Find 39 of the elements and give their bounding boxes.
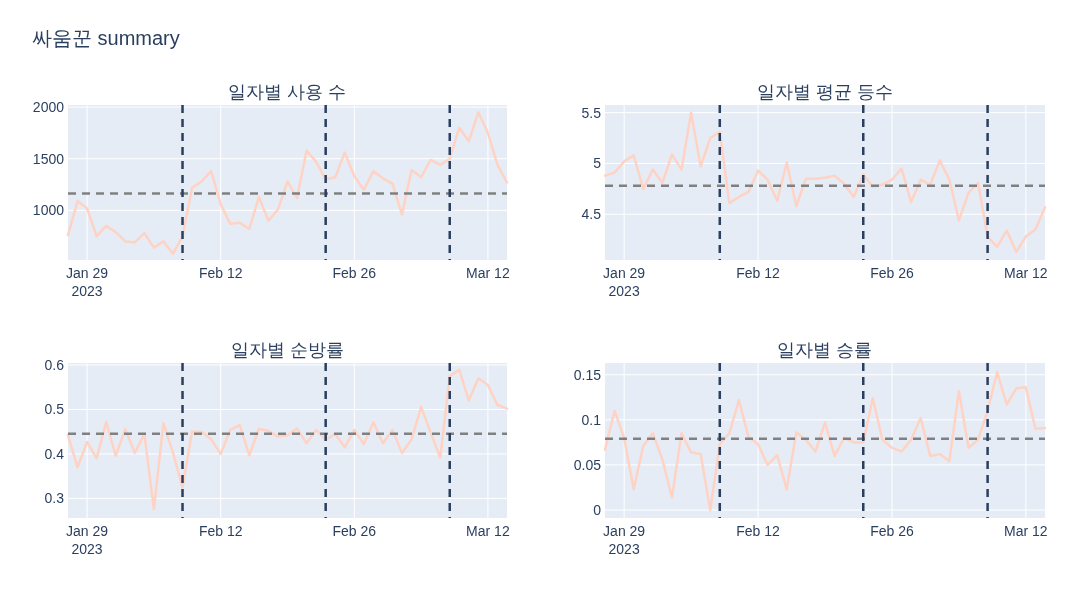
- y-tick-label: 0.15: [573, 366, 602, 383]
- chart-title: 일자별 승률: [777, 340, 873, 360]
- y-tick-label: 0.4: [44, 445, 65, 462]
- y-tick-label: 4.5: [581, 206, 602, 223]
- chart-title: 일자별 평균 등수: [756, 82, 894, 102]
- x-tick-label: Jan 29 2023: [603, 265, 646, 299]
- y-tick-label: 0.5: [44, 401, 65, 418]
- x-tick-label: Feb 26: [332, 523, 377, 539]
- y-tick-label: 2000: [32, 99, 65, 116]
- y-tick-label: 5.5: [581, 104, 602, 121]
- y-tick-label: 0.1: [581, 411, 602, 428]
- y-tick-label: 0.6: [44, 357, 65, 373]
- text: 싸움꾼 summary: [32, 27, 180, 49]
- y-tick-label: 5: [593, 155, 602, 172]
- x-tick-label: Feb 12: [736, 265, 781, 281]
- x-tick-label: Mar 12: [1004, 523, 1048, 539]
- y-tick-label: 1000: [32, 202, 65, 219]
- y-tick-label: 0.05: [573, 456, 602, 473]
- x-tick-label: Feb 26: [332, 265, 377, 281]
- x-tick-label: Mar 12: [466, 265, 510, 281]
- line-series: [603, 370, 1047, 512]
- chart-title: 일자별 사용 수: [228, 82, 347, 102]
- chart-title: 일자별 순방률: [230, 340, 345, 360]
- x-tick-label: Feb 26: [870, 265, 914, 281]
- x-tick-label: Feb 12: [198, 265, 243, 281]
- x-tick-label: Jan 29 2023: [66, 265, 109, 299]
- x-tick-label: Mar 12: [466, 523, 510, 539]
- x-tick-label: Feb 26: [870, 523, 914, 539]
- x-tick-label: Feb 12: [736, 523, 781, 539]
- x-tick-label: Jan 29 2023: [66, 523, 109, 557]
- line-series: [66, 368, 509, 511]
- x-tick-label: Feb 12: [198, 523, 243, 539]
- x-tick-label: Mar 12: [1004, 265, 1048, 281]
- line-series: [66, 110, 509, 256]
- y-tick-label: 1500: [32, 150, 65, 167]
- x-tick-label: Jan 29 2023: [603, 523, 646, 557]
- line-series: [603, 111, 1047, 254]
- y-tick-label: 0: [593, 502, 602, 519]
- y-tick-label: 0.3: [44, 490, 65, 507]
